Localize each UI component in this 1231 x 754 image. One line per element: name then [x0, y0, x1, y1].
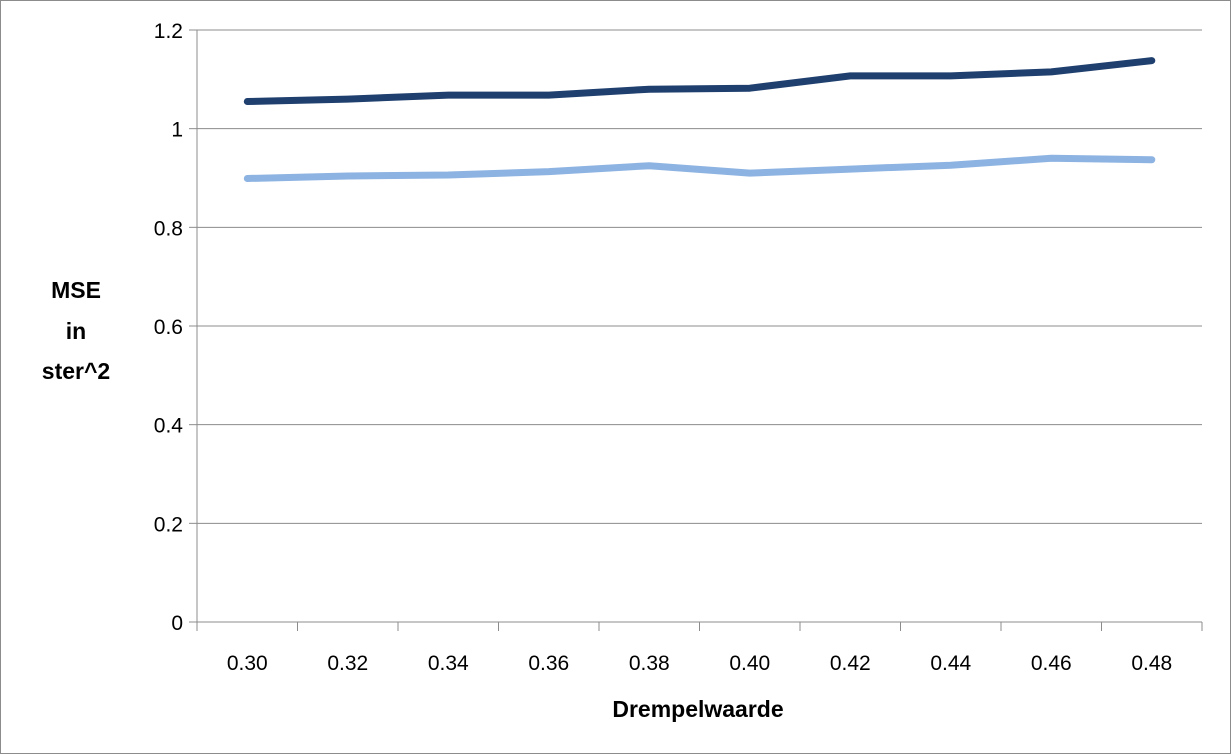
- y-tick-label: 1: [171, 119, 183, 142]
- y-tick-label: 0.2: [154, 513, 183, 536]
- y-tick-labels: 0 0.2 0.4 0.6 0.8 1 1.2: [154, 20, 184, 635]
- y-axis-title-line-2: in: [66, 318, 86, 344]
- axes: [189, 29, 1203, 631]
- x-tick-label: 0.48: [1131, 652, 1172, 675]
- x-tick-label: 0.40: [729, 652, 770, 675]
- x-tick-label: 0.36: [528, 652, 569, 675]
- x-tick-label: 0.46: [1031, 652, 1072, 675]
- series-lines: [243, 57, 1156, 182]
- series-line-1: [243, 57, 1156, 105]
- y-axis-title-line-1: MSE: [51, 277, 101, 303]
- x-tick-label: 0.34: [428, 652, 469, 675]
- series-line-2: [243, 154, 1156, 182]
- y-tick-label: 0.4: [154, 415, 184, 438]
- y-tick-label: 0.8: [154, 217, 183, 240]
- y-tick-label: 1.2: [154, 20, 183, 43]
- x-tick-label: 0.30: [227, 652, 268, 675]
- x-tick-label: 0.42: [830, 652, 871, 675]
- y-axis-title-line-3: ster^2: [42, 358, 110, 384]
- gridlines: [197, 29, 1202, 524]
- x-axis-title: Drempelwaarde: [612, 696, 783, 722]
- x-tick-label: 0.44: [930, 652, 971, 675]
- x-tick-label: 0.38: [629, 652, 670, 675]
- y-tick-label: 0: [171, 612, 183, 635]
- x-tick-label: 0.32: [327, 652, 368, 675]
- y-tick-label: 0.6: [154, 316, 183, 339]
- x-tick-labels: 0.30 0.32 0.34 0.36 0.38 0.40 0.42 0.44 0.46 0.48: [227, 652, 1172, 675]
